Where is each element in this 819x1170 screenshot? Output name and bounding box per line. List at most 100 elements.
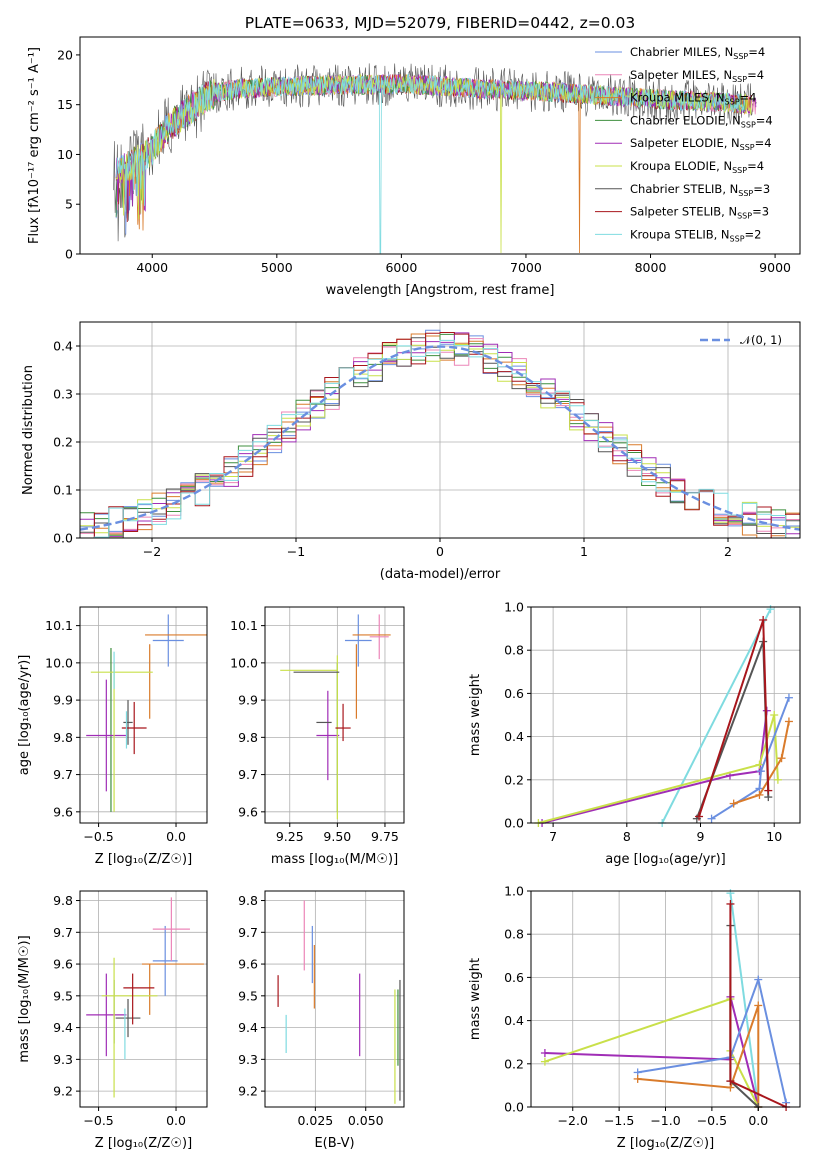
plot-content-mass_vs_Z bbox=[86, 897, 204, 1098]
y-tick-label: 10.0 bbox=[45, 655, 73, 670]
panel-weight_vs_age: 7 8 9 10 0.0 0.2 0.4 0.6 0.8 1.0 age [log₁₀(age/yr… bbox=[468, 600, 801, 867]
x-tick-label: 10 bbox=[766, 829, 782, 844]
weight-line bbox=[538, 714, 779, 824]
weight-line bbox=[544, 997, 760, 1108]
y-tick-label: 9.5 bbox=[53, 988, 73, 1003]
y-tick-label: 9.6 bbox=[53, 804, 73, 819]
legend-entry-sub: SSP bbox=[740, 143, 755, 152]
x-tick-label: −2.0 bbox=[558, 1113, 588, 1128]
x-axis-label: E(B-V) bbox=[314, 1136, 354, 1151]
y-tick-label: 1.0 bbox=[504, 884, 524, 899]
y-tick-label: 0.2 bbox=[504, 1056, 524, 1071]
x-tick-label: −1 bbox=[287, 544, 305, 559]
y-tick-label: 9.4 bbox=[53, 1020, 73, 1035]
legend-entry-name: Kroupa ELODIE, N bbox=[630, 159, 732, 173]
legend-entry-name: Salpeter MILES, N bbox=[630, 68, 732, 82]
y-tick-label: 0.6 bbox=[504, 970, 524, 985]
y-tick-label: 9.3 bbox=[238, 1052, 258, 1067]
weight-line bbox=[544, 996, 760, 1108]
legend-entry-name: Salpeter ELODIE, N bbox=[630, 136, 740, 150]
y-tick-label: 0.3 bbox=[53, 387, 73, 402]
axes-frame-mass_vs_Z: −0.5 0.0 9.2 9.3 9.4 9.5 9.6 9.7 9.8 Z [log₁₀(Z/Z… bbox=[17, 890, 208, 1151]
y-tick-label: 10.0 bbox=[230, 655, 258, 670]
y-tick-label: 0.0 bbox=[53, 531, 73, 546]
panel-mass_vs_EBV: 0.025 0.050 9.2 9.3 9.4 9.5 9.6 9.7 9.8 E(B-V) bbox=[238, 890, 405, 1151]
axes-frame-age_vs_mass: 9.25 9.50 9.75 9.6 9.7 9.8 9.9 10.0 10.1 mass [lo… bbox=[230, 606, 405, 867]
x-tick-label: 7 bbox=[549, 829, 557, 844]
legend-entry: Salpeter MILES, NSSP=4 bbox=[630, 68, 764, 84]
y-tick-label: 0.4 bbox=[504, 729, 524, 744]
y-tick-label: 9.2 bbox=[53, 1084, 73, 1099]
axes-frame-mass_vs_EBV: 0.025 0.050 9.2 9.3 9.4 9.5 9.6 9.7 9.8 E(B-V) bbox=[238, 890, 405, 1151]
x-tick-label: 7000 bbox=[510, 260, 542, 275]
legend-entry-count: =2 bbox=[745, 227, 762, 241]
y-tick-label: 9.6 bbox=[238, 957, 258, 972]
x-tick-label: 6000 bbox=[385, 260, 417, 275]
weight-line bbox=[637, 1005, 760, 1107]
y-tick-label: 10 bbox=[57, 147, 73, 162]
legend-entry-count: =4 bbox=[747, 159, 764, 173]
x-tick-label: −1.0 bbox=[650, 1113, 680, 1128]
y-tick-label: 0.0 bbox=[504, 816, 524, 831]
y-tick-label: 0.8 bbox=[504, 643, 524, 658]
legend-entry: Salpeter ELODIE, NSSP=4 bbox=[630, 136, 772, 152]
y-tick-label: 0.8 bbox=[504, 927, 524, 942]
y-axis-label: Normed distribution bbox=[21, 365, 36, 495]
y-axis-label: age [log₁₀(age/yr)] bbox=[17, 655, 32, 776]
y-tick-label: 9.6 bbox=[53, 957, 73, 972]
x-axis-label: age [log₁₀(age/yr)] bbox=[605, 852, 726, 867]
panel-residuals: 𝒩(0, 1) −2 −1 0 1 2 0.0 0.1 0.2 0.3 0.4 (data-model… bbox=[21, 321, 801, 582]
y-tick-label: 0.1 bbox=[53, 483, 73, 498]
x-axis-label: Z [log₁₀(Z/Z☉)] bbox=[95, 852, 192, 867]
legend-entry-count: =4 bbox=[756, 113, 773, 127]
plot-frame bbox=[264, 606, 405, 824]
panel-mass_vs_Z: −0.5 0.0 9.2 9.3 9.4 9.5 9.6 9.7 9.8 Z [log₁₀(Z/Z… bbox=[17, 890, 208, 1151]
x-tick-label: −2 bbox=[143, 544, 161, 559]
y-tick-label: 0 bbox=[65, 247, 73, 262]
y-tick-label: 0.4 bbox=[504, 1013, 524, 1028]
x-tick-label: 0.025 bbox=[297, 1113, 333, 1128]
y-tick-label: 0.0 bbox=[504, 1100, 524, 1115]
x-tick-label: 0.050 bbox=[348, 1113, 384, 1128]
x-tick-label: 4000 bbox=[136, 260, 168, 275]
legend-entry: Chabrier STELIB, NSSP=3 bbox=[630, 182, 770, 198]
x-tick-label: 0.0 bbox=[748, 1113, 768, 1128]
plot-content-age_vs_Z bbox=[86, 614, 207, 812]
plot-content-weight_vs_age bbox=[534, 605, 793, 827]
y-tick-label: 10.1 bbox=[230, 618, 258, 633]
x-tick-label: −0.5 bbox=[697, 1113, 727, 1128]
legend-entry: Chabrier MILES, NSSP=4 bbox=[630, 45, 765, 61]
x-axis-label: Z [log₁₀(Z/Z☉)] bbox=[617, 1136, 714, 1151]
y-tick-label: 9.4 bbox=[238, 1020, 258, 1035]
axes-frame-weight_vs_Z: −2.0 −1.5 −1.0 −0.5 0.0 0.0 0.2 0.4 0.6 0.8 1.0 Z [… bbox=[468, 884, 801, 1151]
axes-frame-weight_vs_age: 7 8 9 10 0.0 0.2 0.4 0.6 0.8 1.0 age [log₁₀(age/yr… bbox=[468, 600, 801, 867]
figure-title: PLATE=0633, MJD=52079, FIBERID=0442, z=0… bbox=[245, 14, 635, 32]
x-tick-label: 9.25 bbox=[276, 829, 304, 844]
plot-frame bbox=[79, 36, 801, 255]
x-axis-label: Z [log₁₀(Z/Z☉)] bbox=[95, 1136, 192, 1151]
y-tick-label: 10.1 bbox=[45, 618, 73, 633]
x-tick-label: 9.50 bbox=[323, 829, 351, 844]
y-tick-label: 9.8 bbox=[53, 893, 73, 908]
x-tick-label: 0.0 bbox=[166, 829, 186, 844]
legend-entry-sub: SSP bbox=[737, 212, 752, 221]
panel-weight_vs_Z: −2.0 −1.5 −1.0 −0.5 0.0 0.0 0.2 0.4 0.6 0.8 1.0 Z [… bbox=[468, 884, 801, 1151]
legend-entry-name: Chabrier ELODIE, N bbox=[630, 113, 741, 127]
weight-line bbox=[733, 721, 790, 805]
x-tick-label: 9000 bbox=[759, 260, 791, 275]
x-tick-label: 5000 bbox=[261, 260, 293, 275]
y-axis-label: Flux [fλ10⁻¹⁷ erg cm⁻² s⁻¹ A⁻¹] bbox=[27, 47, 42, 244]
y-tick-label: 9.6 bbox=[238, 804, 258, 819]
x-axis-label: mass [log₁₀(M/M☉)] bbox=[271, 852, 398, 867]
y-axis-label: mass [log₁₀(M/M☉)] bbox=[17, 935, 32, 1062]
y-tick-label: 9.8 bbox=[53, 730, 73, 745]
y-tick-label: 0.2 bbox=[53, 435, 73, 450]
legend-entry: Kroupa ELODIE, NSSP=4 bbox=[630, 159, 764, 175]
axes-frame-residuals: −2 −1 0 1 2 0.0 0.1 0.2 0.3 0.4 (data-model)/error… bbox=[21, 321, 801, 582]
weight-line bbox=[637, 976, 788, 1103]
y-tick-label: 9.9 bbox=[238, 693, 258, 708]
x-axis-label: (data-model)/error bbox=[380, 567, 501, 582]
